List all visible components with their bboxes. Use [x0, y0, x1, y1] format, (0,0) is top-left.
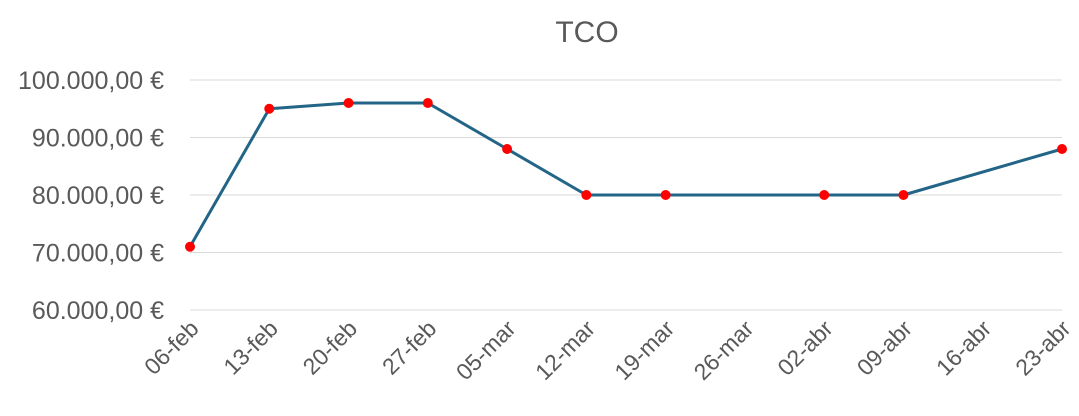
y-tick-label: 100.000,00 €	[18, 67, 164, 95]
x-tick-label: 27-feb	[377, 315, 442, 380]
y-tick-label: 70.000,00 €	[32, 240, 164, 268]
y-axis-tick-labels: 60.000,00 € 70.000,00 € 80.000,00 € 90.000,…	[18, 67, 164, 325]
x-tick-label: 12-mar	[530, 315, 600, 385]
x-tick-label: 20-feb	[298, 315, 363, 380]
x-tick-label: 19-mar	[609, 315, 679, 385]
data-point	[422, 98, 433, 108]
series-markers	[185, 98, 1067, 252]
series-line	[188, 101, 1063, 248]
data-point	[185, 241, 195, 252]
x-axis-tick-labels: 06-feb 13-feb 20-feb 27-feb 05-mar 12-mar 19-m…	[139, 315, 1076, 385]
x-tick-label: 26-mar	[689, 315, 759, 385]
x-tick-label: 16-abr	[931, 315, 997, 381]
data-point	[1057, 144, 1067, 154]
y-tick-label: 60.000,00 €	[32, 297, 164, 325]
data-point	[502, 144, 513, 154]
data-point	[819, 190, 830, 200]
data-point	[581, 190, 592, 200]
x-tick-label: 02-abr	[772, 315, 838, 381]
data-point	[898, 190, 909, 200]
chart-title: TCO	[555, 16, 618, 49]
x-tick-label: 13-feb	[218, 315, 283, 380]
y-tick-label: 80.000,00 €	[32, 182, 164, 210]
data-point	[660, 190, 671, 200]
data-point	[343, 98, 354, 108]
series-line-path	[188, 101, 1063, 248]
data-point	[264, 103, 275, 114]
x-tick-label: 09-abr	[852, 315, 918, 381]
y-tick-label: 90.000,00 €	[32, 125, 164, 153]
x-tick-label: 05-mar	[451, 315, 521, 385]
x-tick-label: 23-abr	[1010, 315, 1076, 381]
